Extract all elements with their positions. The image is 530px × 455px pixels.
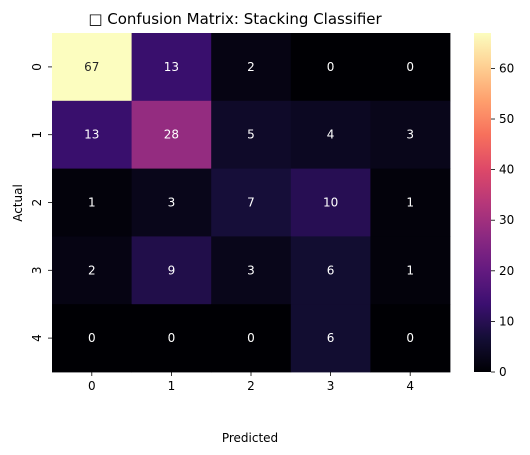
colorbar-ticks: 0 10 20 30 40 50 60 [491, 61, 514, 379]
colorbar-tick-label: 60 [499, 61, 514, 75]
x-axis-ticks: 0 1 2 3 4 [88, 372, 414, 393]
x-tick-label: 4 [406, 379, 414, 393]
colorbar-tick-label: 10 [499, 314, 514, 328]
x-tick-label: 1 [168, 379, 176, 393]
colorbar-tick-label: 30 [499, 213, 514, 227]
cell-value-r1-c1: 28 [164, 128, 179, 142]
cell-value-r4-c1: 0 [168, 331, 176, 345]
cell-value-r2-c1: 3 [168, 196, 176, 210]
cell-value-r3-c1: 9 [168, 263, 176, 277]
x-axis-label: Predicted [222, 431, 278, 445]
cell-value-r4-c3: 6 [327, 331, 335, 345]
cell-value-r0-c1: 13 [164, 60, 179, 74]
cell-value-r4-c0: 0 [88, 331, 96, 345]
x-tick-label: 0 [88, 379, 96, 393]
cell-value-r2-c2: 7 [247, 196, 255, 210]
colorbar: 0 10 20 30 40 50 60 [474, 33, 514, 379]
cell-value-r1-c0: 13 [84, 128, 99, 142]
cell-value-r2-c0: 1 [88, 196, 96, 210]
y-axis-ticks: 0 1 2 3 4 [30, 63, 52, 342]
chart-title: □ Confusion Matrix: Stacking Classifier [88, 10, 382, 28]
cell-value-r0-c2: 2 [247, 60, 255, 74]
cell-value-r0-c0: 67 [84, 60, 99, 74]
cell-value-r1-c3: 4 [327, 128, 335, 142]
cell-value-r0-c4: 0 [406, 60, 414, 74]
cell-value-r1-c4: 3 [406, 128, 414, 142]
colorbar-tick-label: 20 [499, 264, 514, 278]
cell-value-r1-c2: 5 [247, 128, 255, 142]
x-tick-label: 2 [247, 379, 255, 393]
y-tick-label: 4 [30, 334, 44, 342]
cell-value-r3-c4: 1 [406, 263, 414, 277]
heatmap-grid: 67 13 2 0 013 28 5 4 31 3 7 10 12 9 3 6 10 0 0 6 0 [52, 33, 450, 372]
cell-value-r4-c2: 0 [247, 331, 255, 345]
colorbar-tick-label: 0 [499, 365, 507, 379]
colorbar-gradient [474, 33, 491, 372]
y-tick-label: 1 [30, 131, 44, 139]
x-tick-label: 3 [327, 379, 335, 393]
cell-value-r0-c3: 0 [327, 60, 335, 74]
colorbar-tick-label: 50 [499, 112, 514, 126]
y-tick-label: 2 [30, 199, 44, 207]
cell-value-r2-c3: 10 [323, 196, 338, 210]
y-axis-label: Actual [11, 184, 25, 222]
colorbar-tick-label: 40 [499, 163, 514, 177]
cell-value-r4-c4: 0 [406, 331, 414, 345]
cell-value-r3-c0: 2 [88, 263, 96, 277]
cell-value-r3-c2: 3 [247, 263, 255, 277]
y-tick-label: 3 [30, 266, 44, 274]
y-tick-label: 0 [30, 63, 44, 71]
cell-value-r3-c3: 6 [327, 263, 335, 277]
cell-value-r2-c4: 1 [406, 196, 414, 210]
